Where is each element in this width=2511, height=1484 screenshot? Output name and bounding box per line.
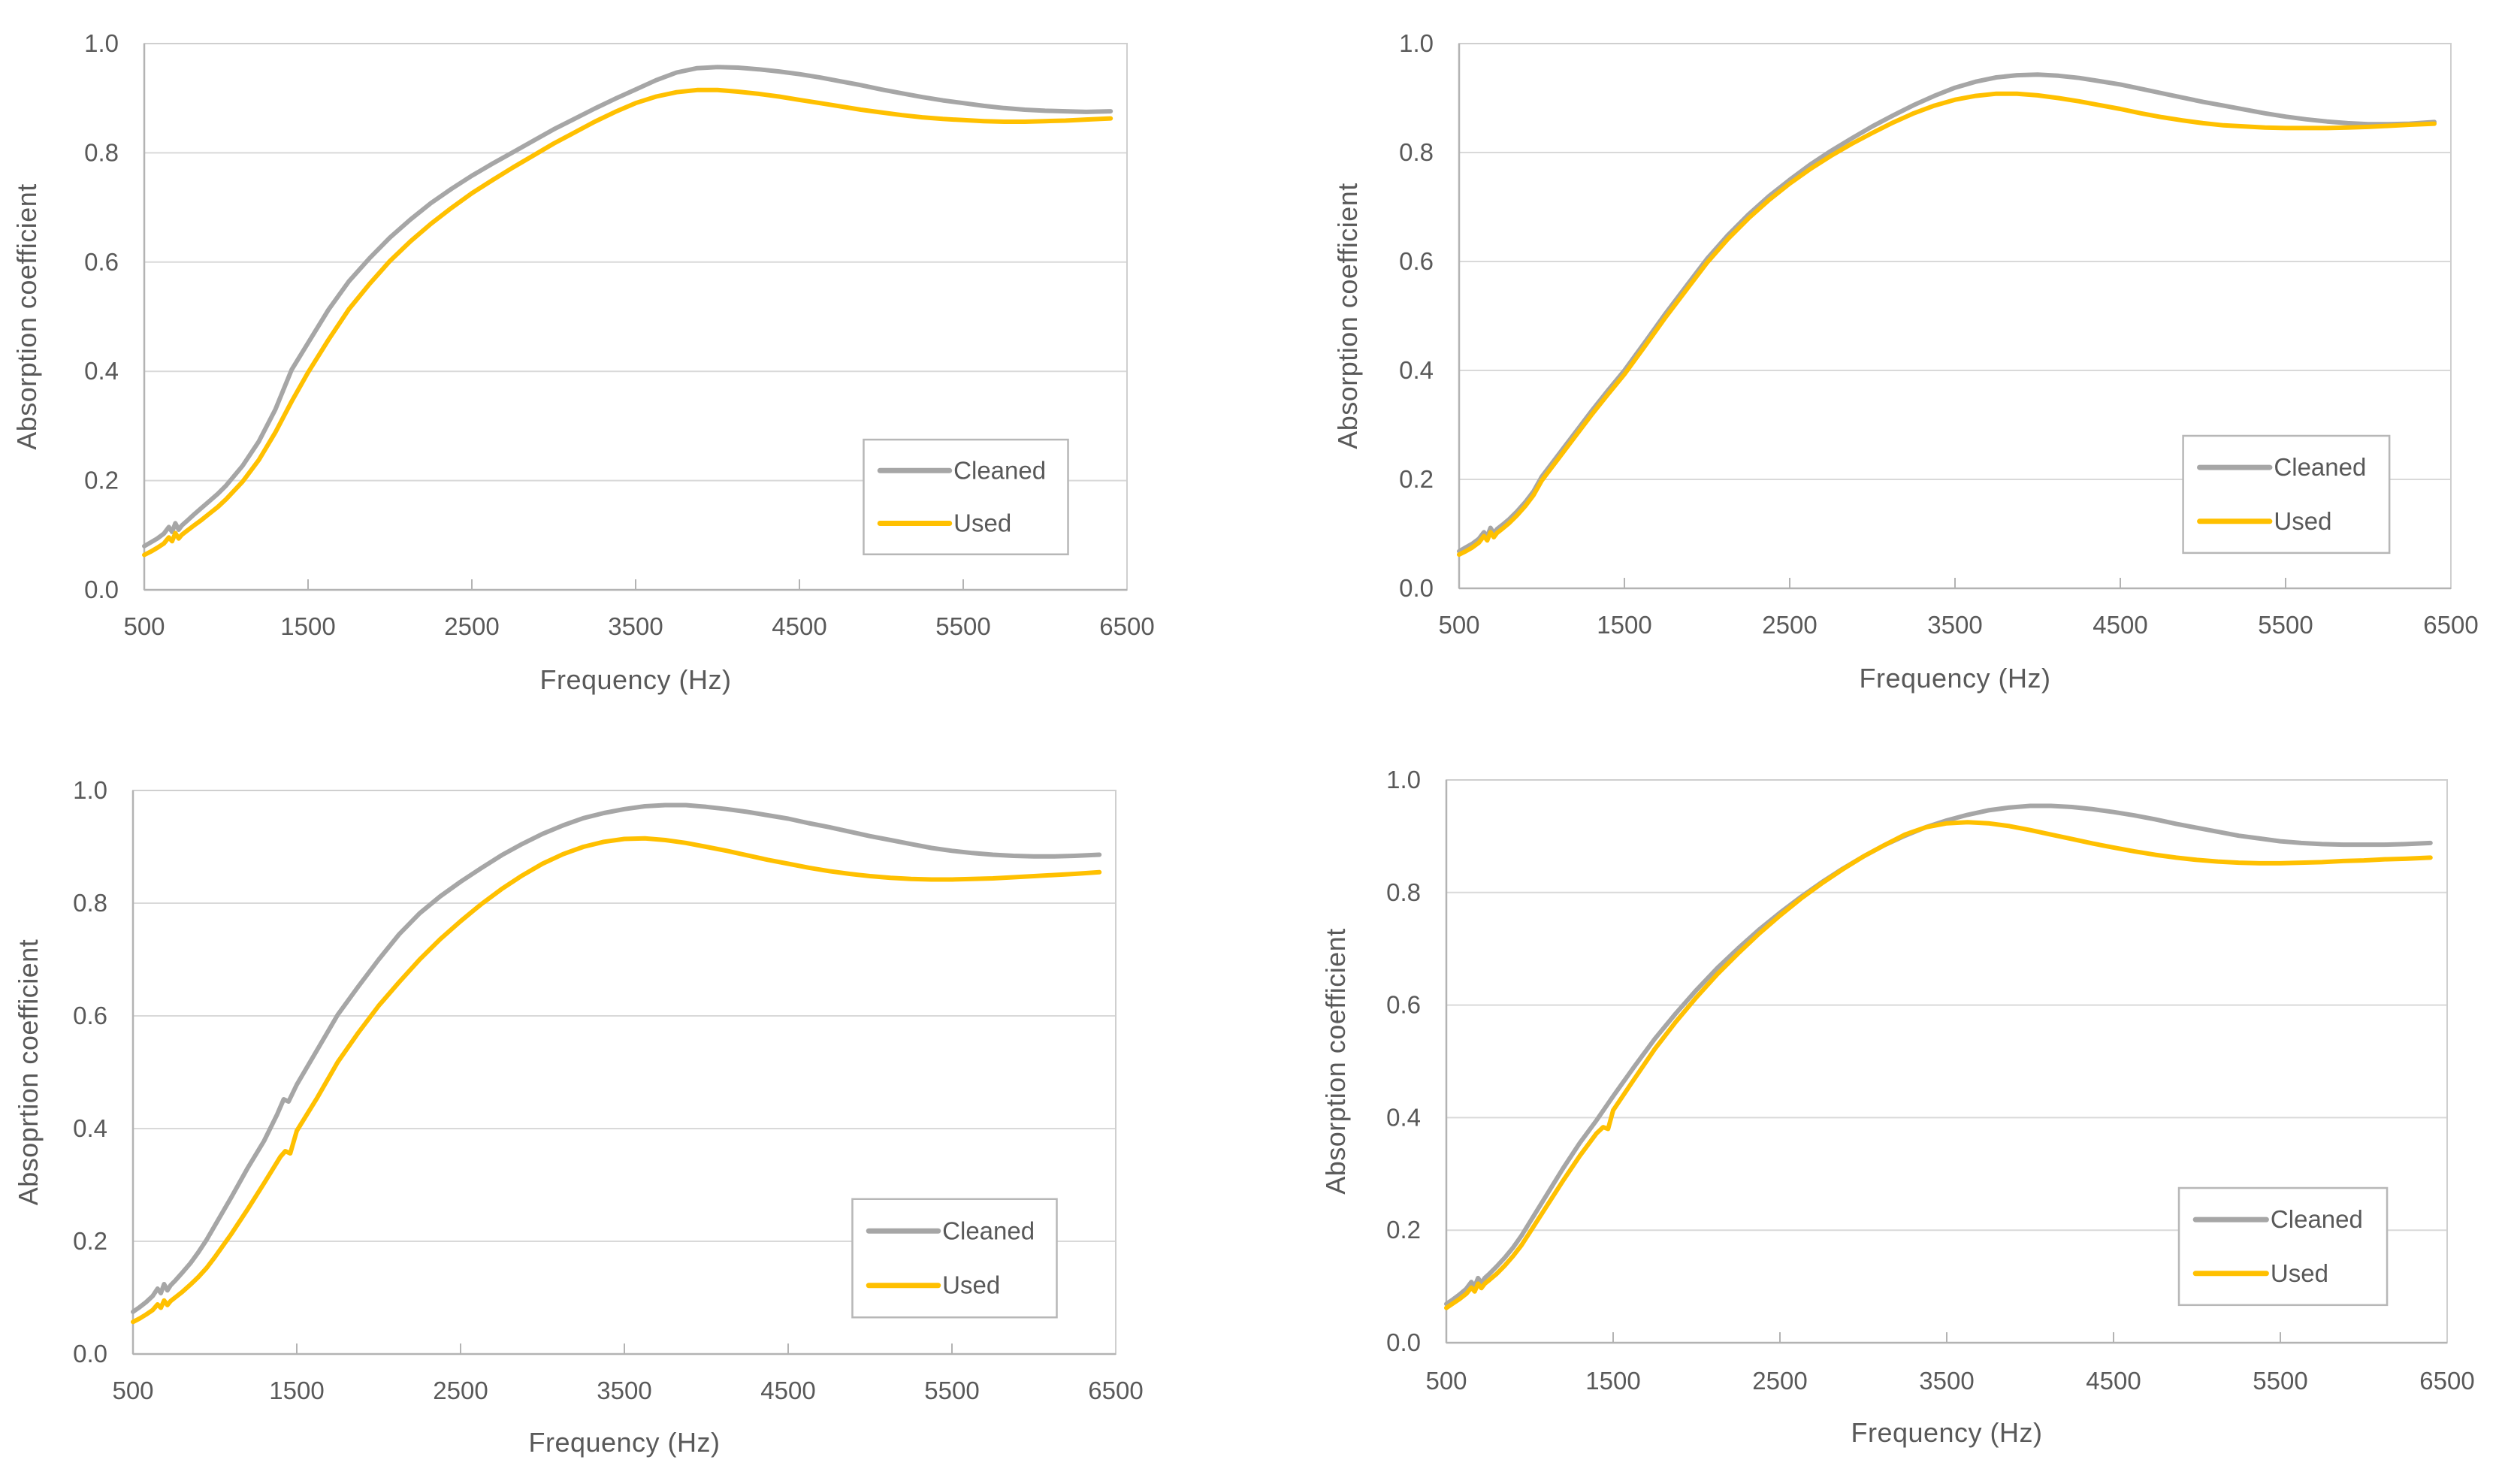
x-tick-label-5500: 5500	[935, 612, 990, 640]
x-tick-label-6500: 6500	[1099, 612, 1154, 640]
y-tick-label-1.0: 1.0	[73, 776, 107, 804]
x-tick-label-500: 500	[123, 612, 165, 640]
x-tick-label-3500: 3500	[1927, 611, 1982, 639]
chart-top-left: 0.0 0.2 0.4 0.6 0.8 1.0 500 1500 2500 3500 4500 550…	[11, 29, 1155, 695]
y-tick-label-0.4: 0.4	[1399, 356, 1434, 384]
y-axis-title: Absorption coefficient	[1320, 928, 1351, 1195]
y-tick-label-0.2: 0.2	[1386, 1216, 1421, 1244]
x-tick-label-500: 500	[1438, 611, 1479, 639]
x-tick-label-1500: 1500	[1597, 611, 1651, 639]
legend-label-cleaned: Cleaned	[942, 1217, 1035, 1244]
y-tick-label-0.0: 0.0	[73, 1340, 107, 1368]
y-tick-label-0.6: 0.6	[84, 248, 119, 276]
legend-label-cleaned: Cleaned	[2274, 453, 2366, 481]
legend-box	[851, 1198, 1058, 1319]
x-tick-label-6500: 6500	[2419, 1367, 2474, 1395]
y-axis-title: Absorption coefficient	[11, 183, 42, 450]
x-tick-label-3500: 3500	[597, 1377, 651, 1404]
y-tick-label-0.6: 0.6	[1386, 991, 1421, 1019]
x-axis-title: Frequency (Hz)	[539, 664, 731, 695]
x-tick-label-2500: 2500	[444, 612, 499, 640]
y-tick-label-1.0: 1.0	[1399, 29, 1434, 57]
x-axis-title: Frequency (Hz)	[1851, 1417, 2042, 1448]
series-line-used	[1444, 820, 2433, 1310]
y-tick-label-0.0: 0.0	[84, 576, 119, 603]
x-tick-label-6500: 6500	[2423, 611, 2478, 639]
y-axis-title: Absoprtion coefficient	[13, 939, 44, 1206]
x-tick-label-2500: 2500	[1752, 1367, 1807, 1395]
y-tick-label-0.4: 0.4	[1386, 1103, 1421, 1131]
series-line-cleaned	[1457, 72, 2437, 554]
legend-label-used: Used	[2274, 507, 2331, 535]
x-tick-label-6500: 6500	[1088, 1377, 1143, 1404]
legend-box	[2182, 434, 2391, 555]
series-line-used	[131, 836, 1102, 1325]
x-tick-label-5500: 5500	[2253, 1367, 2307, 1395]
x-tick-label-4500: 4500	[2086, 1367, 2141, 1395]
x-tick-label-5500: 5500	[2258, 611, 2313, 639]
x-tick-label-3500: 3500	[608, 612, 663, 640]
series-line-cleaned	[142, 65, 1113, 549]
y-tick-label-0.8: 0.8	[1399, 138, 1434, 166]
legend-box	[863, 438, 1069, 555]
y-tick-label-0.8: 0.8	[73, 889, 107, 917]
y-tick-label-0.2: 0.2	[1399, 465, 1434, 493]
y-axis-title: Absorption coefficient	[1332, 183, 1363, 449]
legend: Cleaned Used	[851, 1198, 1058, 1319]
legend: Cleaned Used	[2182, 434, 2391, 555]
x-tick-label-3500: 3500	[1919, 1367, 1974, 1395]
y-tick-label-0.6: 0.6	[1399, 247, 1434, 275]
x-axis-title: Frequency (Hz)	[528, 1427, 720, 1458]
y-tick-label-1.0: 1.0	[84, 29, 119, 57]
series-line-used	[142, 87, 1113, 558]
y-tick-label-0.2: 0.2	[73, 1227, 107, 1255]
x-tick-label-2500: 2500	[433, 1377, 488, 1404]
chart-top-right: 0.0 0.2 0.4 0.6 0.8 1.0 500 1500 2500 3500 4500 550…	[1332, 29, 2479, 694]
y-tick-label-1.0: 1.0	[1386, 766, 1421, 793]
x-tick-label-1500: 1500	[280, 612, 335, 640]
y-tick-label-0.0: 0.0	[1386, 1328, 1421, 1356]
legend-label-used: Used	[942, 1271, 1000, 1299]
y-tick-label-0.8: 0.8	[1386, 878, 1421, 906]
x-tick-label-4500: 4500	[772, 612, 826, 640]
series-line-used	[1457, 91, 2437, 557]
legend-label-cleaned: Cleaned	[2271, 1205, 2363, 1233]
y-tick-label-0.2: 0.2	[84, 467, 119, 494]
x-tick-label-4500: 4500	[2092, 611, 2147, 639]
chart-bottom-left: 0.0 0.2 0.4 0.6 0.8 1.0 500 1500 2500 3500 4500 550…	[13, 776, 1144, 1458]
legend: Cleaned Used	[863, 438, 1069, 555]
chart-bottom-right: 0.0 0.2 0.4 0.6 0.8 1.0 500 1500 2500 3500 4500 550…	[1320, 766, 2475, 1448]
x-tick-label-500: 500	[1425, 1367, 1467, 1395]
x-tick-label-4500: 4500	[760, 1377, 815, 1404]
legend: Cleaned Used	[2177, 1186, 2389, 1307]
y-tick-label-0.0: 0.0	[1399, 574, 1434, 602]
y-tick-label-0.8: 0.8	[84, 138, 119, 166]
x-tick-label-500: 500	[112, 1377, 153, 1404]
legend-label-used: Used	[953, 509, 1011, 537]
y-tick-label-0.6: 0.6	[73, 1002, 107, 1029]
x-tick-label-2500: 2500	[1762, 611, 1817, 639]
legend-label-used: Used	[2271, 1259, 2328, 1287]
x-tick-label-5500: 5500	[924, 1377, 979, 1404]
legend-box	[2177, 1186, 2389, 1307]
x-tick-label-1500: 1500	[269, 1377, 324, 1404]
y-tick-label-0.4: 0.4	[84, 357, 119, 385]
y-tick-label-0.4: 0.4	[73, 1114, 107, 1142]
series-line-cleaned	[131, 802, 1102, 1314]
x-tick-label-1500: 1500	[1585, 1367, 1640, 1395]
legend-label-cleaned: Cleaned	[953, 456, 1046, 484]
x-axis-title: Frequency (Hz)	[1859, 663, 2050, 694]
